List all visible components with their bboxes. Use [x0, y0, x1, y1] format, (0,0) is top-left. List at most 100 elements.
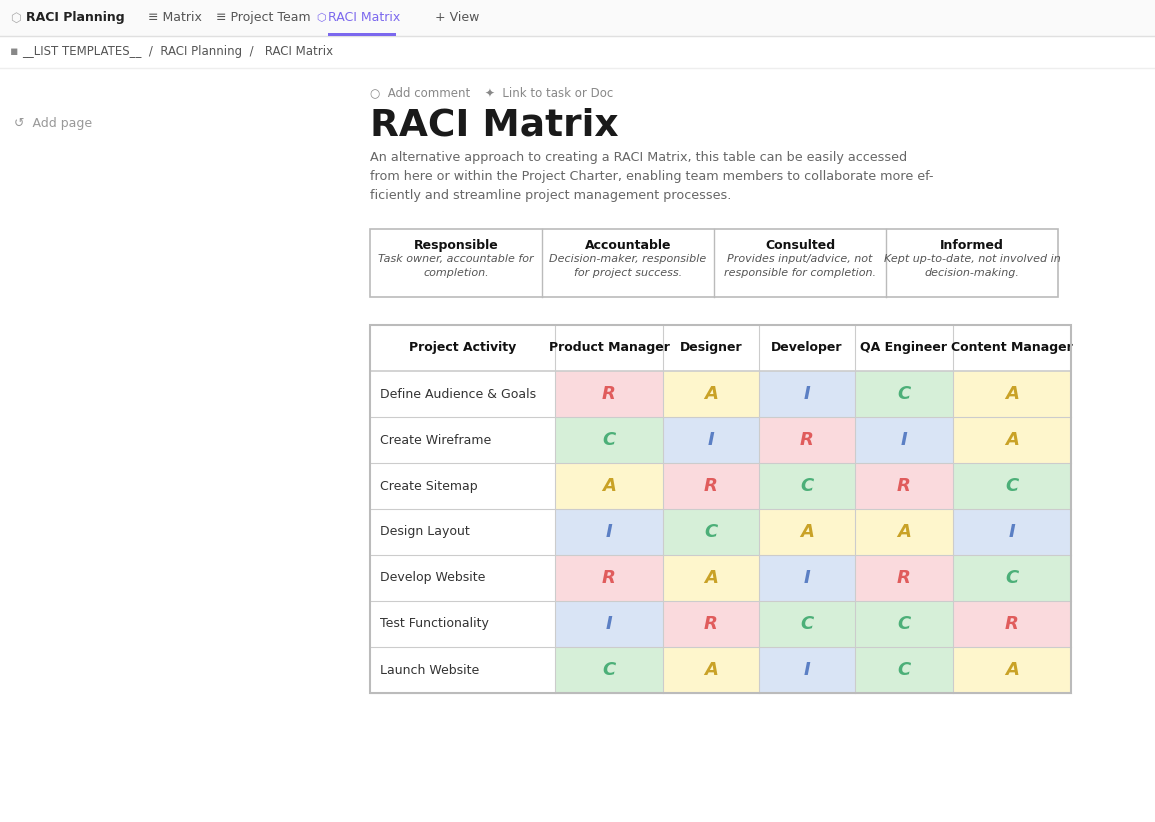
Text: An alternative approach to creating a RACI Matrix, this table can be easily acce: An alternative approach to creating a RA…	[370, 151, 933, 202]
Text: Developer: Developer	[772, 341, 843, 354]
Bar	[370, 647, 556, 693]
Text: ○  Add comment: ○ Add comment	[370, 86, 470, 99]
Bar	[663, 417, 759, 463]
Text: Consulted: Consulted	[765, 239, 835, 252]
Text: ✦  Link to task or Doc: ✦ Link to task or Doc	[485, 86, 613, 99]
Text: C: C	[800, 615, 813, 633]
Bar	[953, 463, 1071, 509]
Bar	[759, 509, 855, 555]
Bar	[370, 417, 556, 463]
Bar	[759, 555, 855, 601]
Bar	[855, 509, 953, 555]
Text: + View: + View	[435, 12, 479, 25]
Text: A: A	[705, 569, 718, 587]
Bar	[759, 601, 855, 647]
Bar	[556, 555, 663, 601]
Text: I: I	[901, 431, 908, 449]
Text: Provides input/advice, not
responsible for completion.: Provides input/advice, not responsible f…	[724, 254, 875, 278]
Text: A: A	[897, 523, 911, 541]
Text: I: I	[708, 431, 715, 449]
Text: C: C	[1005, 569, 1019, 587]
Text: C: C	[603, 661, 616, 679]
Bar	[663, 555, 759, 601]
Text: I: I	[804, 569, 811, 587]
Bar	[855, 371, 953, 417]
Text: A: A	[705, 385, 718, 403]
Text: ≡ Project Team: ≡ Project Team	[216, 12, 311, 25]
Text: I: I	[804, 661, 811, 679]
Text: Kept up-to-date, not involved in
decision-making.: Kept up-to-date, not involved in decisio…	[884, 254, 1060, 278]
Text: Informed: Informed	[940, 239, 1004, 252]
Text: Accountable: Accountable	[584, 239, 671, 252]
Bar	[855, 647, 953, 693]
Bar	[663, 601, 759, 647]
Text: R: R	[897, 477, 911, 495]
Text: Create Sitemap: Create Sitemap	[380, 479, 478, 492]
Bar	[759, 647, 855, 693]
Text: Decision-maker, responsible
for project success.: Decision-maker, responsible for project …	[550, 254, 707, 278]
Text: QA Engineer: QA Engineer	[860, 341, 947, 354]
Text: ⬡: ⬡	[316, 13, 326, 23]
Text: Project Activity: Project Activity	[409, 341, 516, 354]
Text: I: I	[605, 523, 612, 541]
Text: ⬡: ⬡	[10, 12, 21, 25]
Text: Launch Website: Launch Website	[380, 663, 479, 677]
Bar	[556, 601, 663, 647]
Bar	[663, 371, 759, 417]
FancyBboxPatch shape	[370, 229, 1058, 297]
Text: Responsible: Responsible	[413, 239, 498, 252]
Text: RACI Matrix: RACI Matrix	[328, 12, 401, 25]
Text: C: C	[897, 615, 910, 633]
Bar	[556, 417, 663, 463]
Bar	[556, 463, 663, 509]
Text: C: C	[705, 523, 717, 541]
Text: R: R	[800, 431, 814, 449]
Text: A: A	[705, 661, 718, 679]
Text: I: I	[1008, 523, 1015, 541]
Text: Design Layout: Design Layout	[380, 525, 470, 538]
Bar	[556, 371, 663, 417]
Bar	[855, 463, 953, 509]
Text: A: A	[1005, 431, 1019, 449]
Bar	[556, 647, 663, 693]
Bar	[953, 371, 1071, 417]
Bar	[953, 647, 1071, 693]
Bar	[663, 509, 759, 555]
Bar	[855, 601, 953, 647]
Bar	[663, 463, 759, 509]
Text: C: C	[603, 431, 616, 449]
Bar	[370, 325, 1071, 693]
Text: I: I	[605, 615, 612, 633]
Text: Product Manager: Product Manager	[549, 341, 670, 354]
Text: Develop Website: Develop Website	[380, 571, 485, 584]
Text: R: R	[705, 615, 718, 633]
Text: ≡ Matrix: ≡ Matrix	[148, 12, 202, 25]
Text: A: A	[602, 477, 616, 495]
Text: C: C	[1005, 477, 1019, 495]
Text: Define Audience & Goals: Define Audience & Goals	[380, 387, 536, 400]
Bar	[370, 371, 556, 417]
Bar	[328, 33, 396, 36]
Text: RACI Planning: RACI Planning	[27, 12, 125, 25]
Text: Test Functionality: Test Functionality	[380, 617, 489, 630]
Text: C: C	[897, 661, 910, 679]
Text: Create Wireframe: Create Wireframe	[380, 433, 491, 446]
Text: Task owner, accountable for
completion.: Task owner, accountable for completion.	[378, 254, 534, 278]
Text: R: R	[897, 569, 911, 587]
Bar	[556, 509, 663, 555]
Bar	[370, 509, 556, 555]
Text: I: I	[804, 385, 811, 403]
Bar	[855, 417, 953, 463]
Bar	[663, 647, 759, 693]
Bar	[370, 555, 556, 601]
Bar	[370, 463, 556, 509]
Text: R: R	[705, 477, 718, 495]
Text: __LIST TEMPLATES__  /  RACI Planning  /   RACI Matrix: __LIST TEMPLATES__ / RACI Planning / RAC…	[22, 45, 333, 58]
Text: R: R	[602, 569, 616, 587]
Text: A: A	[1005, 385, 1019, 403]
Text: ↺  Add page: ↺ Add page	[14, 117, 92, 130]
Bar	[759, 371, 855, 417]
Bar	[953, 601, 1071, 647]
Bar	[370, 601, 556, 647]
Text: Content Manager: Content Manager	[951, 341, 1073, 354]
